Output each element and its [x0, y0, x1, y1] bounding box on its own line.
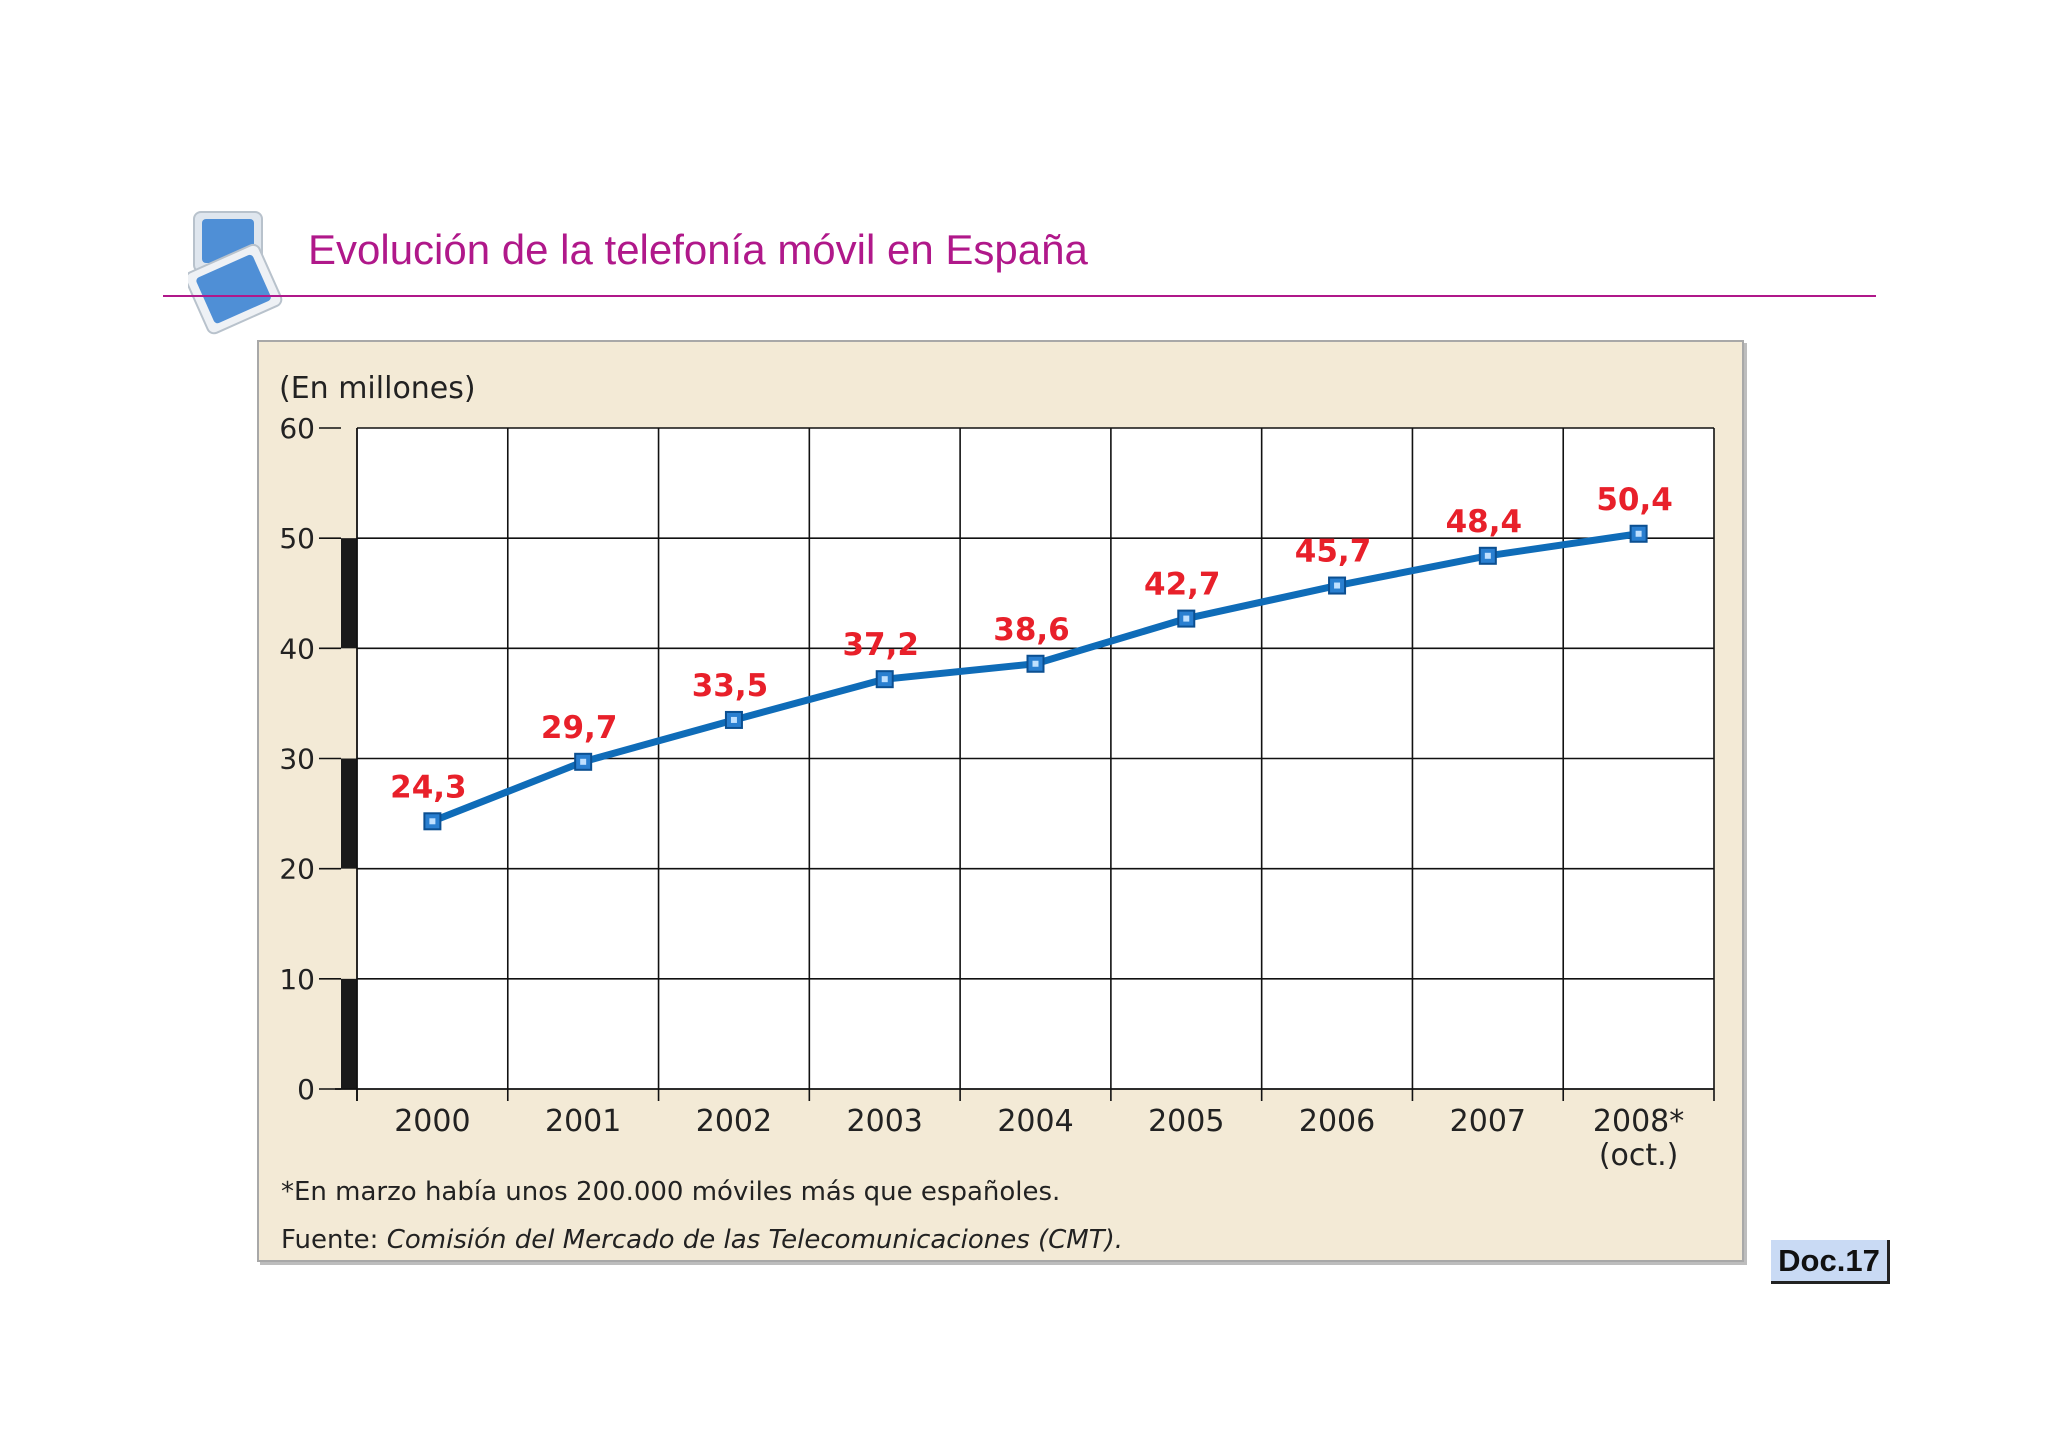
x-tick-label: 2000 [394, 1104, 470, 1139]
x-tick-label: 2005 [1148, 1104, 1224, 1139]
source-name: Comisión del Mercado de las Telecomunica… [387, 1225, 1123, 1255]
scale-bar-segment [341, 538, 357, 649]
data-point-highlight [1484, 552, 1491, 559]
data-label: 37,2 [842, 627, 919, 663]
data-label: 24,3 [390, 769, 467, 805]
chart-series [423, 524, 1648, 831]
x-tick-label: 2002 [696, 1104, 772, 1139]
title-divider [163, 295, 1876, 297]
presentation-windows-icon [188, 211, 283, 335]
y-tick-label: 50 [279, 522, 315, 555]
y-tick-label: 40 [279, 632, 315, 665]
scale-bar-segment [341, 978, 357, 1089]
chart-source: Fuente: Comisión del Mercado de las Tele… [281, 1225, 1123, 1255]
data-point-highlight [429, 818, 436, 825]
doc-badge: Doc.17 [1771, 1240, 1890, 1284]
data-label: 29,7 [541, 710, 618, 746]
x-tick-label: 2008* [1593, 1104, 1684, 1139]
data-label: 42,7 [1144, 567, 1221, 603]
data-point-highlight [1032, 660, 1039, 667]
data-point-highlight [580, 758, 587, 765]
x-tick-label: 2001 [545, 1104, 621, 1139]
x-tick-label: 2006 [1299, 1104, 1375, 1139]
chart-data-labels: 24,3 29,7 33,5 37,2 38,6 42,7 45,7 48,4 50,4 [390, 482, 1673, 806]
unit-label: (En millones) [279, 371, 476, 406]
data-point-highlight [881, 676, 888, 683]
data-label: 50,4 [1596, 482, 1673, 518]
x-tick-label: 2004 [997, 1104, 1073, 1139]
chart-footnote: *En marzo había unos 200.000 móviles más… [281, 1177, 1060, 1207]
y-tick-label: 20 [279, 853, 315, 886]
data-point-highlight [1183, 615, 1190, 622]
line-chart: 0 10 20 30 40 50 60 2000 2001 2002 2003 2004 2005 200… [279, 371, 1715, 1255]
data-point-highlight [730, 716, 737, 723]
data-label: 48,4 [1446, 504, 1523, 540]
data-point-highlight [1334, 582, 1341, 589]
y-tick-label: 0 [297, 1073, 315, 1106]
chart-panel: 0 10 20 30 40 50 60 2000 2001 2002 2003 2004 2005 200… [257, 340, 1744, 1262]
x-tick-label: 2003 [847, 1104, 923, 1139]
data-point-highlight [1635, 530, 1642, 537]
data-label: 45,7 [1295, 534, 1372, 570]
y-tick-label: 30 [279, 743, 315, 776]
x-tick-sublabel: (oct.) [1599, 1138, 1679, 1173]
data-label: 38,6 [993, 612, 1070, 648]
chart-axes: 0 10 20 30 40 50 60 2000 2001 2002 2003 2004 2005 200… [279, 412, 1715, 1173]
source-prefix: Fuente: [281, 1225, 387, 1255]
data-label: 33,5 [692, 668, 769, 704]
scale-bar-segment [341, 758, 357, 869]
slide-title: Evolución de la telefonía móvil en Españ… [308, 226, 1088, 273]
x-tick-label: 2007 [1450, 1104, 1526, 1139]
y-tick-label: 10 [279, 963, 315, 996]
y-tick-label: 60 [279, 412, 315, 445]
